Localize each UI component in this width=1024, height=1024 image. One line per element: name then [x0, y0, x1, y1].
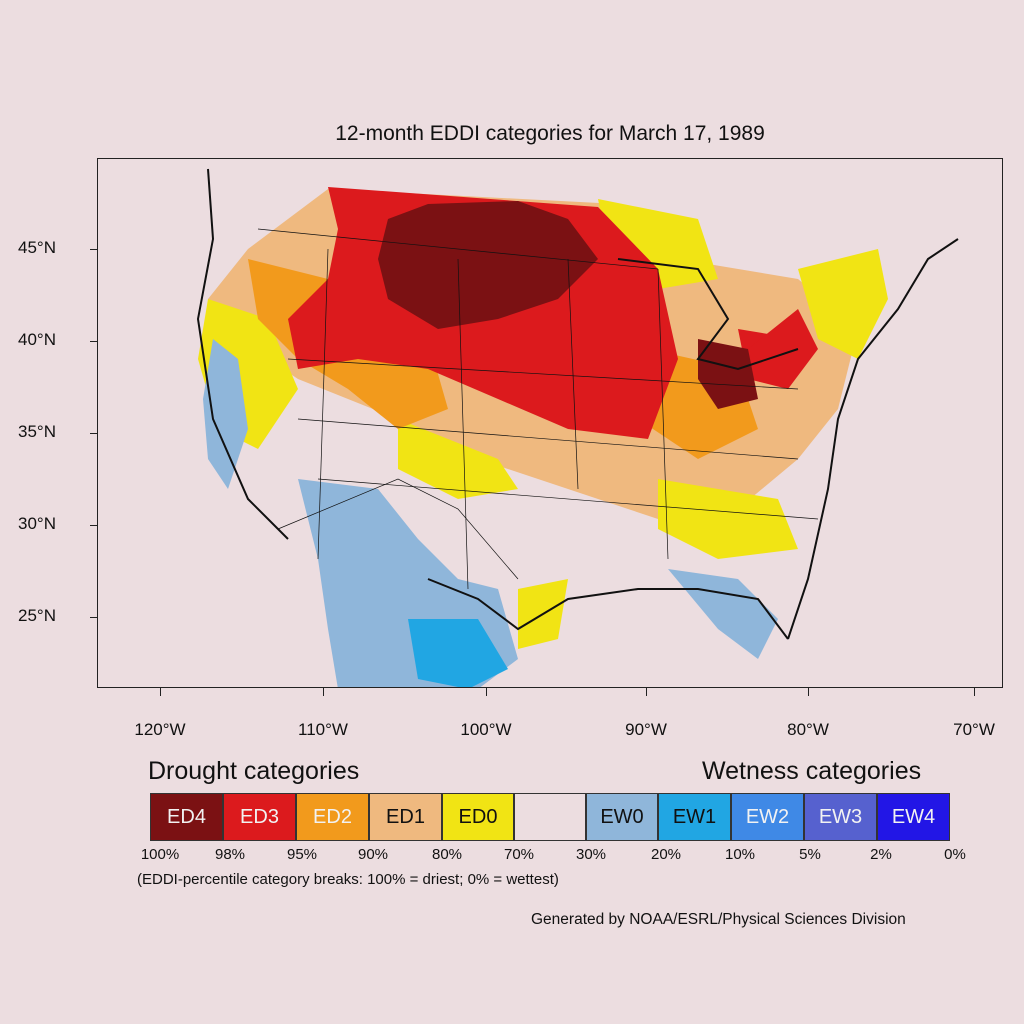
percentile-label: 30%	[575, 846, 607, 863]
eddi-map	[196, 168, 959, 687]
lat-label: 45°N	[18, 238, 56, 257]
legend-swatch-ed3: ED3	[223, 793, 296, 841]
percentile-label: 0%	[944, 846, 966, 863]
region-ed3-ne	[748, 309, 818, 389]
percentile-label: 10%	[724, 846, 756, 863]
percentile-label: 5%	[799, 846, 821, 863]
credit-line: Generated by NOAA/ESRL/Physical Sciences…	[531, 911, 906, 928]
border-canada	[257, 228, 659, 270]
percentile-label: 80%	[431, 846, 463, 863]
great-lakes	[617, 258, 799, 371]
region-ed0-nw	[598, 199, 718, 289]
lat-label: 25°N	[18, 606, 56, 625]
lat-label: 35°N	[18, 422, 56, 441]
percentile-label: 100%	[140, 846, 180, 863]
percentile-label: 20%	[650, 846, 682, 863]
lon-label: 110°W	[298, 720, 348, 739]
state-lines	[287, 248, 819, 590]
tick-lon-100	[486, 688, 487, 696]
legend-swatch-ed1: ED1	[369, 793, 442, 841]
map-title: 12-month EDDI categories for March 17, 1…	[335, 122, 765, 145]
region-ed0-plains	[398, 419, 518, 499]
lon-label: 120°W	[134, 720, 186, 739]
tick-lon-70	[974, 688, 975, 696]
region-ew0-west	[203, 339, 248, 489]
legend-swatch-ew4: EW4	[877, 793, 950, 841]
lon-label: 90°W	[625, 720, 667, 739]
region-ed0-east	[658, 479, 798, 559]
legend-swatch-ew0: EW0	[586, 793, 658, 841]
map-panel	[97, 158, 1003, 688]
coastline-pacific	[196, 168, 289, 540]
coastline-atlantic	[787, 238, 959, 640]
drought-legend-title: Drought categories	[148, 757, 360, 785]
lon-label: 70°W	[953, 720, 995, 739]
tick-lon-90	[646, 688, 647, 696]
legend-swatch-ed0: ED0	[442, 793, 514, 841]
tick-lat-25	[90, 617, 97, 618]
lat-label: 40°N	[18, 330, 56, 349]
coastline-gulf	[427, 578, 789, 640]
legend-swatch-ed4: ED4	[150, 793, 223, 841]
legend-swatch-ew2: EW2	[731, 793, 804, 841]
border-mexico	[277, 478, 519, 580]
legend-swatch-ew3: EW3	[804, 793, 877, 841]
percentile-label: 98%	[214, 846, 246, 863]
tick-lon-110	[323, 688, 324, 696]
tick-lat-35	[90, 433, 97, 434]
percentile-label: 90%	[357, 846, 389, 863]
lon-label: 100°W	[460, 720, 512, 739]
percentile-label: 95%	[286, 846, 318, 863]
region-ed4-michigan	[698, 339, 758, 409]
legend-swatch-ew1: EW1	[658, 793, 731, 841]
region-ew1	[408, 619, 508, 687]
lat-label: 30°N	[18, 514, 56, 533]
region-ew0-southeast	[668, 569, 778, 659]
percentile-label: 70%	[503, 846, 535, 863]
region-ed0-northeast	[798, 249, 888, 359]
legend-swatch-normal	[514, 793, 586, 841]
legend-swatch-ed2: ED2	[296, 793, 369, 841]
wetness-legend-title: Wetness categories	[702, 757, 922, 785]
percentile-label: 2%	[870, 846, 892, 863]
lon-label: 80°W	[787, 720, 829, 739]
region-ed4	[378, 201, 598, 329]
tick-lat-45	[90, 249, 97, 250]
tick-lon-80	[808, 688, 809, 696]
tick-lon-120	[160, 688, 161, 696]
tick-lat-30	[90, 525, 97, 526]
tick-lat-40	[90, 341, 97, 342]
category-breaks-note: (EDDI-percentile category breaks: 100% =…	[137, 871, 559, 888]
